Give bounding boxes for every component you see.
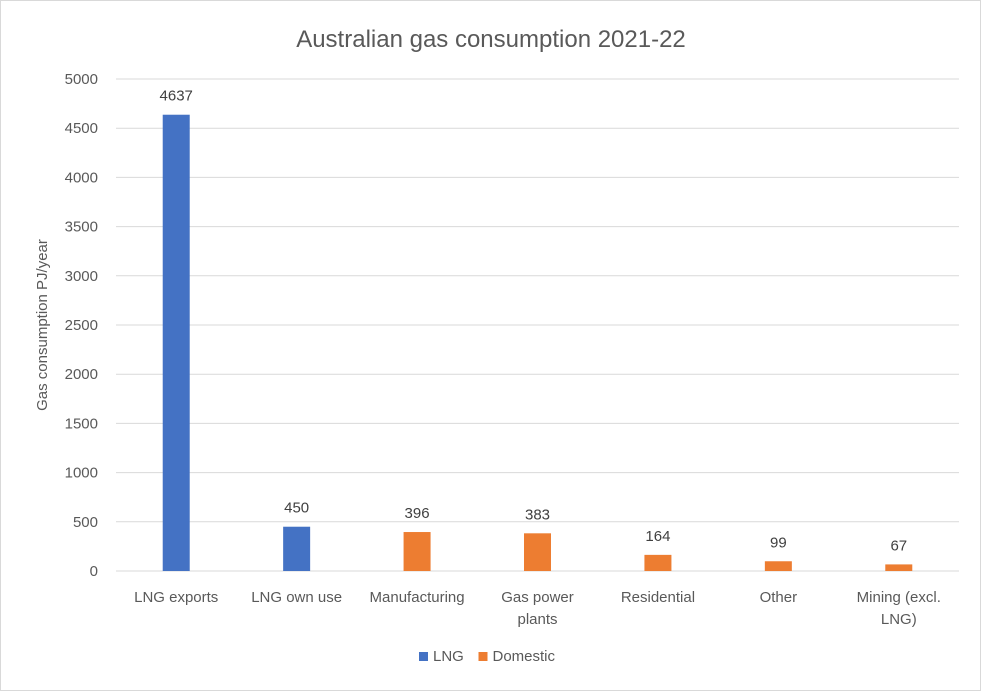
bar-domestic xyxy=(764,561,792,571)
legend-swatch-lng xyxy=(419,652,428,661)
bar-domestic xyxy=(644,554,672,571)
x-tick-label: Manufacturing xyxy=(370,589,465,606)
bar-lng xyxy=(162,114,190,571)
bar-domestic xyxy=(524,533,551,571)
bars xyxy=(162,114,913,571)
data-label: 67 xyxy=(890,537,907,554)
y-axis-label: Gas consumption PJ/year xyxy=(34,239,51,411)
x-tick-label-line: Other xyxy=(760,589,798,606)
x-tick-label-line: Gas power xyxy=(501,589,574,606)
y-tick-label: 0 xyxy=(90,563,98,580)
x-tick-label: Gas power plants xyxy=(501,589,574,628)
x-axis-ticks: LNG exports LNG own use Manufacturing Gas p… xyxy=(134,589,941,628)
x-tick-label: LNG own use xyxy=(251,589,342,606)
x-tick-label-line: LNG exports xyxy=(134,589,218,606)
y-tick-label: 500 xyxy=(73,514,98,531)
x-tick-label-line: plants xyxy=(517,611,557,628)
y-tick-label: 3500 xyxy=(65,219,98,236)
legend: LNG Domestic xyxy=(419,648,556,665)
x-tick-label: Mining (excl. LNG) xyxy=(857,589,941,628)
x-tick-label-line: Mining (excl. xyxy=(857,589,941,606)
x-tick-label-line: LNG) xyxy=(881,611,917,628)
y-tick-label: 1000 xyxy=(65,465,98,482)
x-tick-label-line: Manufacturing xyxy=(370,589,465,606)
chart-title: Australian gas consumption 2021-22 xyxy=(296,26,686,53)
data-label: 383 xyxy=(525,506,550,523)
y-tick-label: 3000 xyxy=(65,268,98,285)
y-tick-label: 4000 xyxy=(65,169,98,186)
legend-label-domestic: Domestic xyxy=(493,648,556,665)
x-tick-label: Other xyxy=(760,589,798,606)
x-tick-label: Residential xyxy=(621,589,695,606)
y-tick-label: 4500 xyxy=(65,120,98,137)
data-labels: 4637 450 396 383 164 99 67 xyxy=(160,88,908,555)
bar-lng xyxy=(283,526,311,571)
x-tick-label-line: LNG own use xyxy=(251,589,342,606)
bar-domestic xyxy=(885,564,913,571)
y-axis-ticks: 0 500 1000 1500 2000 2500 3000 3500 4000 4500 5000 xyxy=(65,71,98,580)
y-tick-label: 2000 xyxy=(65,366,98,383)
data-label: 396 xyxy=(405,505,430,522)
data-label: 4637 xyxy=(160,88,193,105)
y-tick-label: 5000 xyxy=(65,71,98,88)
data-label: 164 xyxy=(645,528,670,545)
data-label: 450 xyxy=(284,500,309,517)
bar-domestic xyxy=(403,532,431,571)
y-tick-label: 1500 xyxy=(65,415,98,432)
y-tick-label: 2500 xyxy=(65,317,98,334)
data-label: 99 xyxy=(770,534,787,551)
legend-label-lng: LNG xyxy=(433,648,464,665)
gridlines xyxy=(116,78,959,572)
legend-swatch-domestic xyxy=(478,652,488,661)
x-tick-label-line: Residential xyxy=(621,589,695,606)
x-tick-label: LNG exports xyxy=(134,589,218,606)
